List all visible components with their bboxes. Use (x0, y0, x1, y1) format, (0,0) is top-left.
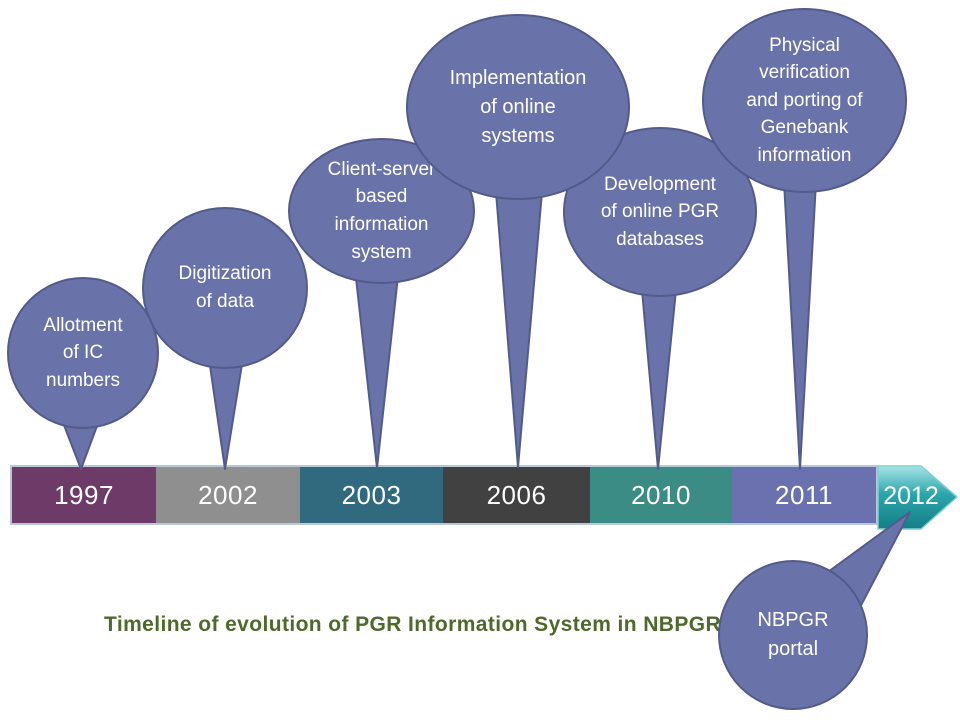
year-2011-label: 2011 (775, 479, 833, 510)
timeline-segment-2002: 2002 (156, 467, 300, 523)
balloon-label: Physical verification and porting of Gen… (746, 34, 863, 166)
year-2002-label: 2002 (198, 479, 258, 510)
year-2006-label: 2006 (486, 479, 547, 510)
caption-title: Timeline of evolution of PGR Information… (104, 613, 722, 636)
balloon-label: Digitization of data (178, 263, 272, 312)
year-1997-label: 1997 (54, 479, 114, 510)
balloon-label: NBPGR portal (757, 609, 829, 660)
timeline-bar: 1997 2002 2003 2006 2010 2011 (10, 465, 878, 525)
balloon-tail-2006 (495, 191, 543, 468)
balloon-2006-implementation: Implementation of online systems (406, 14, 630, 200)
balloon-label: Implementation of online systems (449, 66, 587, 147)
balloon-2002-digitization: Digitization of data (142, 207, 308, 369)
balloon-2012-nbpgr-portal: NBPGR portal (718, 560, 868, 710)
timeline-segment-2010: 2010 (590, 467, 732, 523)
balloon-2011-physical-verification: Physical verification and porting of Gen… (702, 8, 907, 193)
balloon-label: Client-server based information system (327, 158, 436, 263)
timeline-segment-2011: 2011 (732, 467, 876, 523)
timeline-segment-1997: 1997 (12, 467, 156, 523)
balloon-tail-2002 (207, 351, 245, 470)
year-2012-label: 2012 (883, 481, 939, 510)
balloon-1997-allotment: Allotment of IC numbers (7, 277, 159, 429)
balloon-tail-2011 (783, 181, 817, 470)
balloon-label: Development of online PGR databases (600, 173, 720, 250)
balloon-2010-development: Development of online PGR databases (563, 127, 757, 297)
balloon-tail-2010 (641, 289, 677, 470)
balloon-tail-2003 (355, 275, 399, 469)
year-2010-label: 2010 (631, 479, 691, 510)
balloon-label: Allotment of IC numbers (43, 314, 123, 391)
year-2003-label: 2003 (341, 479, 402, 510)
timeline-segment-2003: 2003 (300, 467, 443, 523)
timeline-segment-2006: 2006 (443, 467, 590, 523)
